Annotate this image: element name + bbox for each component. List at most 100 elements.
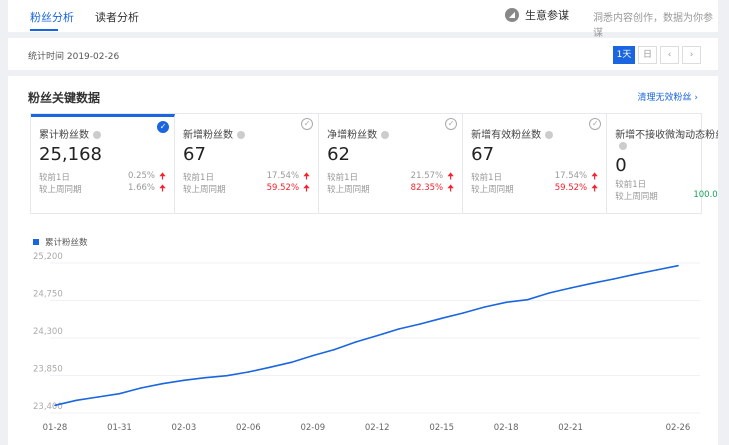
check-icon[interactable]: ✓ [445, 118, 458, 130]
data-point [97, 396, 99, 398]
legend-swatch [33, 239, 39, 245]
prev-day-change: 17.54% [554, 171, 588, 181]
slogan: 洞悉内容创作，数据为你参谋 [593, 13, 713, 39]
data-point [226, 374, 228, 377]
data-point [290, 361, 293, 364]
y-tick-label: 23,400 [33, 402, 63, 412]
week-change: 59.52% [554, 183, 588, 193]
scrollbar[interactable] [718, 0, 729, 445]
one-day-button[interactable]: 1天 [613, 46, 635, 64]
data-point [419, 323, 422, 325]
info-icon[interactable] [545, 131, 554, 139]
check-icon[interactable]: ✓ [157, 121, 170, 133]
arrow-up-icon: 🠉 [591, 172, 599, 182]
data-point [54, 404, 56, 407]
data-point [140, 387, 142, 389]
card-title: 新增粉丝数 [183, 130, 234, 141]
prev-day-change: 0.25% [127, 171, 155, 181]
card-value: 67 [471, 144, 495, 165]
prev-day-label: 较前1日 [327, 173, 359, 183]
check-icon[interactable]: ✓ [589, 118, 602, 130]
compass-icon: ◢ [505, 8, 519, 22]
data-point [311, 354, 314, 357]
info-icon[interactable] [619, 142, 628, 150]
legend-label: 累计粉丝数 [45, 238, 88, 248]
x-tick-label: 02-03 [172, 423, 197, 433]
data-point [161, 382, 164, 385]
data-point [569, 287, 572, 289]
data-point [247, 371, 250, 373]
arrow-up-icon: 🠉 [159, 184, 167, 194]
x-tick-label: 01-31 [107, 423, 132, 433]
stat-date: 统计时间 2019-02-26 [28, 52, 120, 62]
x-tick-label: 02-09 [300, 423, 325, 433]
arrow-up-icon: 🠉 [159, 172, 167, 182]
metric-cards: ✓ 累计粉丝数 25,168 较前1日 0.25% 🠉 较上周同期 1.66% 🠉 ✓ 新… [30, 113, 729, 214]
card-title: 净增粉丝数 [327, 130, 378, 141]
week-label: 较上周同期 [183, 185, 226, 195]
week-label: 较上周同期 [471, 185, 514, 195]
metric-card[interactable]: ✓ 累计粉丝数 25,168 较前1日 0.25% 🠉 较上周同期 1.66% 🠉 [31, 114, 176, 213]
card-title: 新增有效粉丝数 [471, 130, 542, 141]
tab-reader-analysis[interactable]: 读者分析 [95, 11, 139, 24]
metric-card[interactable]: ✓ 净增粉丝数 62 较前1日 21.57% 🠉 较上周同期 82.35% 🠉 [319, 114, 464, 213]
data-point [677, 264, 679, 267]
week-label: 较上周同期 [39, 185, 82, 195]
data-point [397, 328, 400, 330]
prev-button[interactable]: ‹ [660, 46, 679, 64]
data-point [333, 348, 336, 351]
data-point [354, 341, 357, 343]
tab-fans-analysis[interactable]: 粉丝分析 [30, 11, 74, 24]
week-change: 100.00% [693, 190, 729, 200]
info-icon[interactable] [237, 131, 246, 139]
week-change: 1.66% [127, 183, 155, 193]
data-point [505, 301, 507, 304]
metric-card[interactable]: ✓ 新增有效粉丝数 67 较前1日 17.54% 🠉 较上周同期 59.52% 🠉 [463, 114, 608, 213]
brand[interactable]: ◢ 生意参谋 [505, 7, 569, 23]
info-icon[interactable] [381, 131, 390, 139]
info-icon[interactable] [93, 131, 101, 139]
data-point [526, 298, 529, 301]
week-change: 59.52% [266, 183, 300, 193]
x-tick-label: 01-28 [43, 423, 68, 433]
data-point [483, 306, 486, 308]
data-point [612, 278, 615, 280]
next-button[interactable]: › [682, 46, 701, 64]
x-tick-label: 02-26 [666, 423, 691, 433]
arrow-up-icon: 🠉 [303, 184, 311, 194]
arrow-up-icon: 🠉 [447, 184, 455, 194]
data-point [440, 317, 443, 320]
check-icon[interactable]: ✓ [301, 118, 314, 130]
prev-day-label: 较前1日 [471, 173, 503, 183]
y-tick-label: 24,750 [33, 290, 63, 300]
week-label: 较上周同期 [327, 185, 370, 195]
metric-card[interactable]: ✓ 新增粉丝数 67 较前1日 17.54% 🠉 较上周同期 59.52% 🠉 [175, 114, 320, 213]
x-tick-label: 02-12 [365, 423, 390, 433]
chart-legend[interactable]: 累计粉丝数 [33, 236, 88, 248]
panel-title: 粉丝关键数据 [28, 91, 101, 105]
active-tab-indicator [30, 29, 58, 31]
data-point [269, 366, 271, 369]
card-value: 0 [615, 155, 627, 176]
clean-invalid-fans-link[interactable]: 清理无效粉丝 › [637, 93, 698, 103]
week-label: 较上周同期 [615, 192, 658, 202]
data-point [75, 399, 78, 402]
x-tick-label: 02-06 [236, 423, 261, 433]
data-point [591, 282, 593, 285]
x-tick-label: 02-21 [558, 423, 583, 433]
calendar-button[interactable]: 日 [638, 46, 657, 64]
date-bar: 统计时间 2019-02-26 1天 日 ‹ › [8, 38, 718, 70]
y-tick-label: 25,200 [33, 252, 63, 262]
series-line [54, 264, 679, 407]
y-tick-label: 23,850 [33, 365, 63, 375]
data-point [183, 379, 185, 382]
arrow-up-icon: 🠉 [303, 172, 311, 182]
card-value: 67 [183, 144, 206, 165]
data-point [634, 273, 636, 276]
data-point [548, 292, 550, 294]
prev-day-label: 较前1日 [615, 180, 647, 190]
data-point [655, 269, 658, 271]
prev-day-label: 较前1日 [39, 173, 70, 183]
x-tick-label: 02-15 [429, 423, 454, 433]
